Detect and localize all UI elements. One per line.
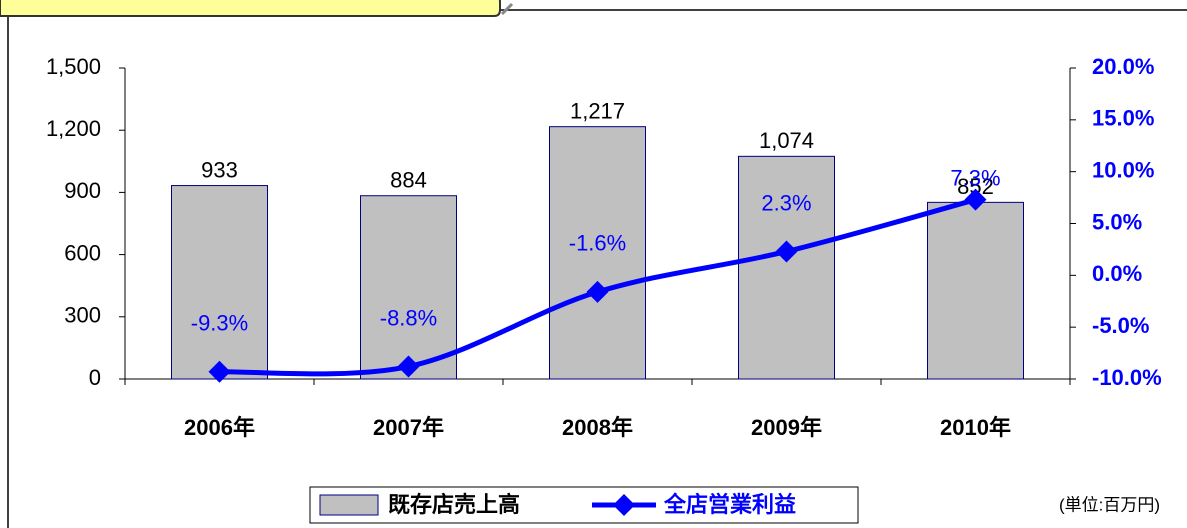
line-marker (586, 280, 609, 303)
x-tick-label: 2010年 (940, 415, 1011, 440)
x-tick-label: 2007年 (373, 415, 444, 440)
y2-tick-label: 15.0% (1092, 106, 1154, 131)
line-value-label: -9.3% (191, 311, 248, 336)
y2-tick-label: 20.0% (1092, 54, 1154, 79)
y-tick-label: 900 (64, 178, 101, 203)
line-marker (397, 355, 420, 378)
x-tick-label: 2009年 (751, 415, 822, 440)
y2-tick-label: 0.0% (1092, 261, 1142, 286)
y2-tick-label: 5.0% (1092, 209, 1142, 234)
y2-tick-label: -10.0% (1092, 365, 1162, 390)
y-tick-label: 0 (89, 365, 101, 390)
bar (927, 201, 1024, 380)
legend-marker (613, 494, 635, 516)
header-tab-shadow (500, 2, 514, 16)
y2-tick-label: 10.0% (1092, 157, 1154, 182)
y-tick-label: 300 (64, 303, 101, 328)
x-tick-label: 2006年 (184, 415, 255, 440)
line-marker (775, 240, 798, 263)
legend-label: 既存店売上高 (388, 492, 520, 517)
unit-note: (単位:百万円) (1059, 495, 1160, 514)
bar-value-label: 1,217 (570, 98, 625, 123)
bar-value-label: 1,074 (759, 128, 814, 153)
header-tab (0, 0, 501, 17)
y-tick-label: 600 (64, 240, 101, 265)
x-tick-label: 2008年 (562, 415, 633, 440)
line-value-label: -1.6% (569, 231, 626, 256)
chart-frame (7, 9, 1187, 528)
bar-value-label: 933 (201, 157, 238, 182)
legend-box (309, 486, 859, 524)
bar (360, 195, 457, 380)
legend-label: 全店営業利益 (663, 492, 796, 517)
bar-value-label: 884 (390, 168, 427, 193)
line-marker (208, 360, 231, 383)
line-value-label: -8.8% (380, 305, 437, 330)
y-tick-label: 1,200 (46, 116, 101, 141)
line-value-label: 7.3% (950, 165, 1000, 190)
legend-swatch (319, 494, 379, 516)
bar (549, 126, 646, 380)
bar (738, 155, 835, 380)
line-value-label: 2.3% (761, 190, 811, 215)
y-tick-label: 1,500 (46, 54, 101, 79)
line-marker (964, 188, 987, 211)
bar (171, 185, 268, 380)
y2-tick-label: -5.0% (1092, 313, 1149, 338)
